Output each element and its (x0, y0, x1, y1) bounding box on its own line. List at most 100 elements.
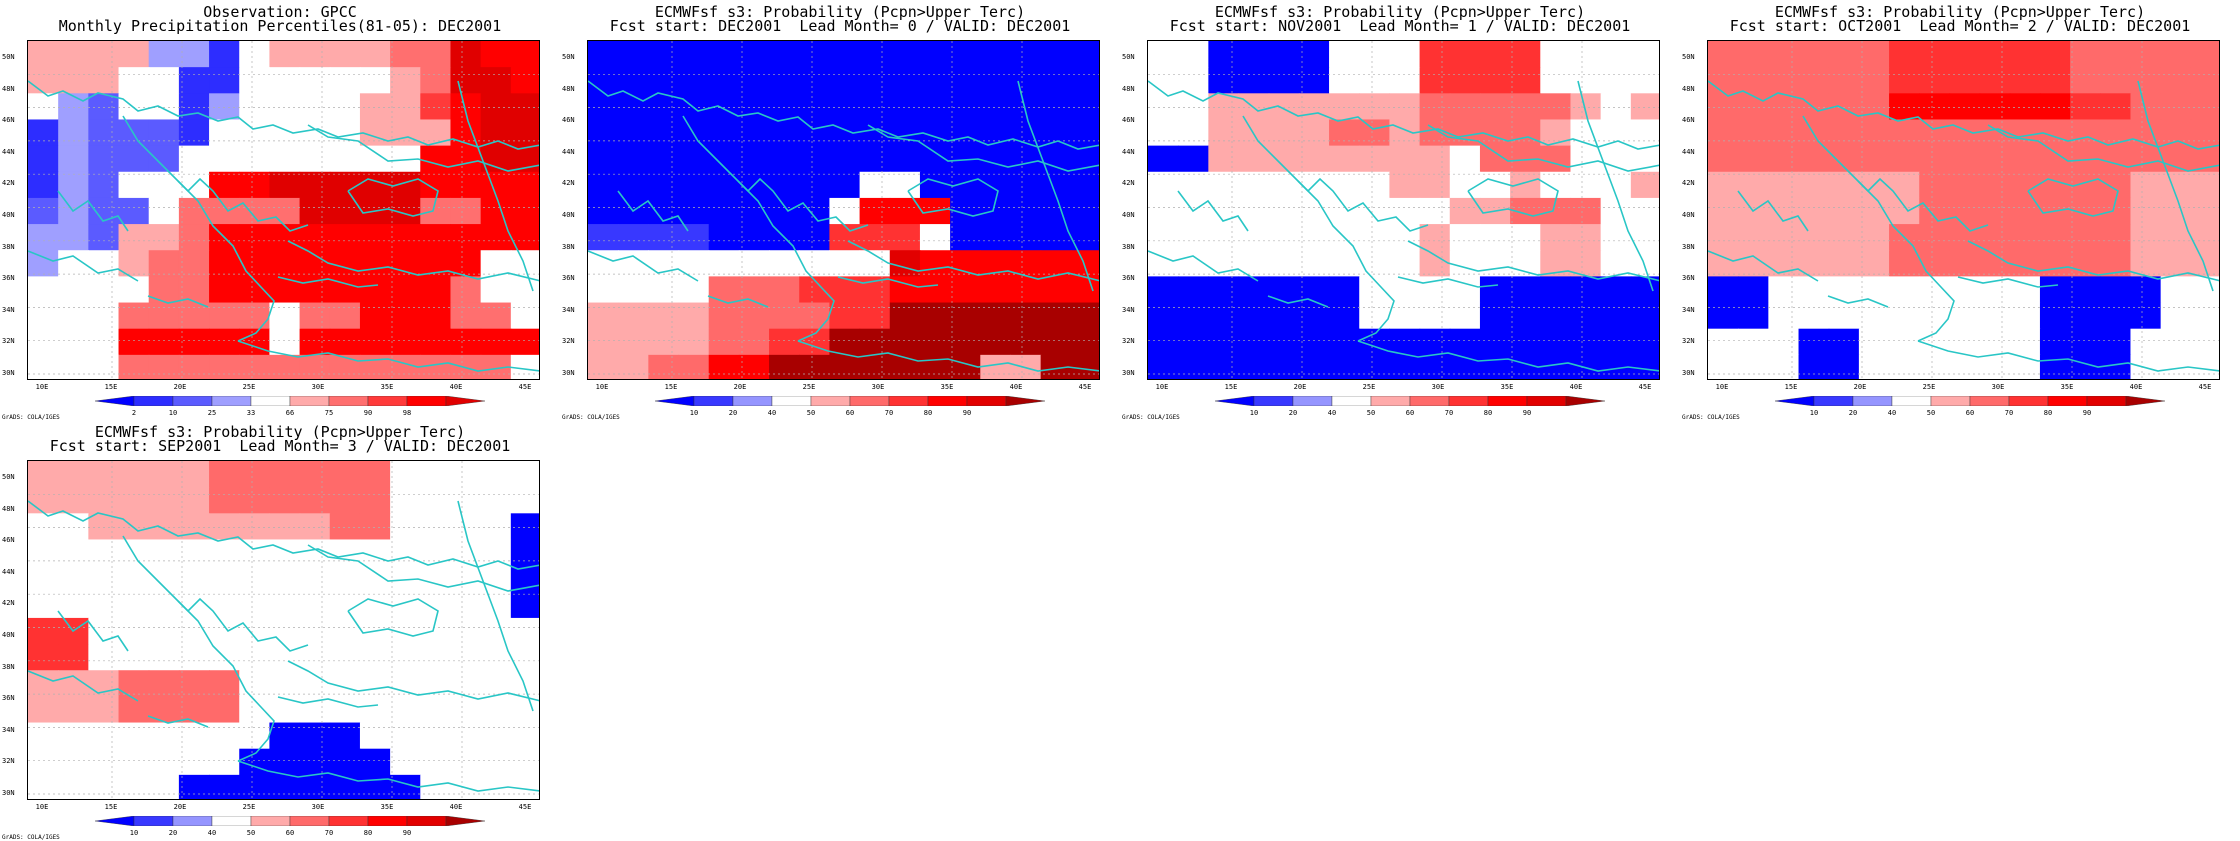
grid-cell (678, 328, 710, 356)
grid-cell (178, 328, 210, 356)
grid-cell (510, 696, 539, 724)
grid-cell (88, 41, 120, 68)
grid-cell (1479, 93, 1511, 121)
x-tick-label: 35E (2060, 383, 2074, 391)
grid-cell (420, 774, 452, 799)
grid-cell (480, 224, 512, 251)
grid-cell (28, 670, 59, 697)
grid-cell (1238, 171, 1270, 199)
grid-cell (148, 722, 180, 750)
grid-cell (510, 774, 539, 799)
grid-cell (950, 250, 981, 277)
grid-cell (1600, 197, 1632, 225)
grid-cell (359, 171, 391, 199)
grid-cell (769, 41, 800, 68)
grid-cell (950, 67, 981, 94)
colorbar (1775, 396, 2165, 406)
grid-cell (1949, 302, 1981, 330)
credit-text: GrADS: COLA/IGES (2, 414, 60, 421)
grid-cell (239, 41, 271, 68)
grid-cell (1238, 93, 1270, 121)
x-tick-label: 40E (449, 803, 463, 811)
grid-cell (299, 748, 331, 776)
colorbar-label: 80 (1483, 409, 1493, 417)
grid-cell (450, 748, 482, 776)
grid-cell (480, 513, 512, 541)
grid-cell (480, 748, 512, 776)
grid-cell (450, 461, 482, 488)
grid-cell (58, 328, 89, 356)
grid-cell (510, 250, 539, 277)
x-tick-label: 30E (1431, 383, 1445, 391)
grid-cell (1208, 250, 1240, 277)
coastline (28, 670, 139, 702)
grid-cell (980, 354, 1012, 379)
grid-cell (359, 67, 391, 94)
grid-cell (58, 67, 89, 94)
grid-cell (1630, 41, 1659, 68)
coastline (347, 178, 439, 217)
grid-cell (1708, 93, 1739, 121)
grid-cell (148, 67, 180, 94)
grid-cell (209, 487, 240, 514)
grid-cell (738, 67, 770, 94)
y-tick-label: 44N (1122, 147, 1135, 156)
grid-cell (28, 250, 59, 277)
grid-cell (1858, 276, 1890, 304)
grid-cell (588, 250, 619, 277)
coastline (287, 240, 539, 282)
x-tick-label: 40E (2129, 383, 2143, 391)
grid-cell (1329, 41, 1360, 68)
grid-cell (299, 670, 331, 697)
y-tick-label: 30N (2, 369, 15, 377)
grid-cell (88, 328, 120, 356)
x-tick-label: 10E (35, 383, 49, 391)
grid-cell (859, 197, 891, 225)
coastline (1148, 80, 1659, 150)
grid-cell (28, 617, 59, 645)
coastline (28, 250, 139, 282)
grid-cell (2190, 171, 2219, 199)
grid-cell (1949, 224, 1981, 251)
y-tick-label: 32N (2, 757, 15, 766)
grid-cell (178, 224, 210, 251)
grid-cell (299, 513, 331, 541)
grid-cell (1828, 302, 1860, 330)
grid-cell (678, 276, 710, 304)
colorbar-label: 60 (845, 409, 855, 417)
grid-cell (1329, 250, 1360, 277)
grid-cell (118, 487, 150, 514)
grid-cell (1010, 197, 1042, 225)
grid-cell (1298, 276, 1330, 304)
grid-cell (1268, 224, 1300, 251)
grid-cell (239, 224, 271, 251)
y-tick-label: 36N (2, 274, 15, 283)
grid-cell (1630, 250, 1659, 277)
grid-cell (58, 565, 89, 593)
grid-cell (420, 302, 452, 330)
grid-cell (88, 93, 120, 121)
grid-cell (209, 696, 240, 724)
grid-cell (1949, 328, 1981, 356)
grid-cell (420, 354, 452, 379)
grid-cell (269, 67, 301, 94)
colorbar-segment (406, 816, 447, 826)
grid-cell (829, 302, 861, 330)
grid-cell (1540, 354, 1572, 379)
grid-cell (1600, 224, 1632, 251)
grid-cell (1919, 197, 1951, 225)
y-tick-label: 50N (2, 473, 15, 481)
grid-cell (1389, 41, 1421, 68)
grid-cell (1389, 67, 1421, 94)
grid-cell (1298, 145, 1330, 173)
colorbar-label: 75 (324, 409, 334, 417)
coastline (2137, 80, 2214, 292)
grid-cell (450, 276, 482, 304)
grid-cell (118, 565, 150, 593)
grid-cell (799, 145, 831, 173)
grid-cell (1768, 250, 1800, 277)
grid-cell (829, 354, 861, 379)
grid-cell (450, 644, 482, 671)
grid-cell (889, 328, 921, 356)
grid-cell (209, 276, 240, 304)
